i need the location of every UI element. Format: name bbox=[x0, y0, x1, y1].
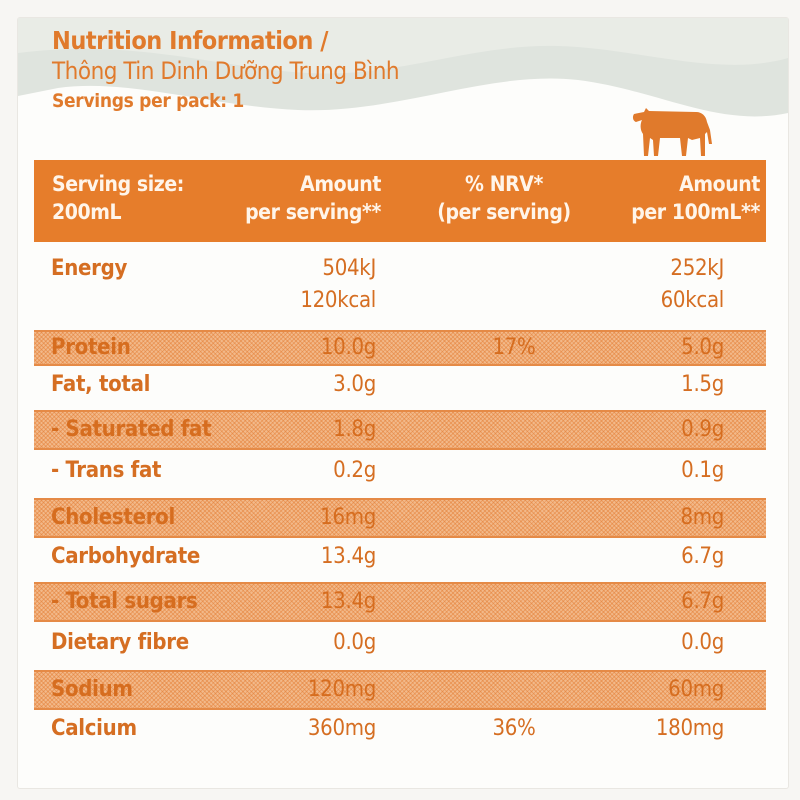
servings-per-pack: Servings per pack: 1 bbox=[52, 90, 245, 112]
per-serving-value: 0.0g bbox=[333, 630, 376, 655]
per-100ml-value: 8mg bbox=[680, 505, 724, 530]
nutrient-name: - Saturated fat bbox=[51, 417, 212, 442]
nutrient-name: Fat, total bbox=[51, 372, 151, 397]
nutrition-title: Nutrition Information / bbox=[52, 26, 328, 55]
per-100ml-value: 252kJ bbox=[670, 256, 724, 281]
per-serving-value: 13.4g bbox=[320, 589, 376, 614]
per-serving-value: 10.0g bbox=[320, 335, 376, 360]
per-serving-value-kcal: 120kcal bbox=[300, 288, 376, 313]
nutrient-name: Dietary fibre bbox=[51, 630, 189, 655]
per-100ml-value: 180mg bbox=[655, 716, 724, 741]
per-100ml-value: 0.0g bbox=[681, 630, 724, 655]
per-serving-value: 3.0g bbox=[333, 372, 376, 397]
per-100ml-value: 0.9g bbox=[681, 417, 724, 442]
nrv-header-line2: (per serving) bbox=[437, 200, 571, 224]
nutrient-name: Energy bbox=[51, 256, 128, 281]
per-100ml-value: 0.1g bbox=[681, 458, 724, 483]
nutrient-table: Energy 504kJ 120kcal 252kJ 60kcal Protei… bbox=[34, 254, 766, 754]
serving-size-label: Serving size: bbox=[52, 172, 184, 196]
table-row-dietary-fibre: Dietary fibre 0.0g 0.0g bbox=[34, 622, 766, 670]
per-serving-value: 16mg bbox=[320, 505, 376, 530]
per-100ml-value: 6.7g bbox=[681, 589, 724, 614]
table-row-fat-total: Fat, total 3.0g 1.5g bbox=[34, 366, 766, 410]
per-serving-value: 120mg bbox=[307, 677, 376, 702]
nutrient-name: Calcium bbox=[51, 716, 137, 741]
table-row-total-sugars: - Total sugars 13.4g 6.7g bbox=[34, 582, 766, 622]
per-100ml-value-kcal: 60kcal bbox=[660, 288, 725, 313]
table-row-carbohydrate: Carbohydrate 13.4g 6.7g bbox=[34, 538, 766, 582]
per-100ml-header: Amount per 100mL** bbox=[594, 170, 760, 226]
serving-size-value: 200mL bbox=[52, 200, 122, 224]
table-row-calcium: Calcium 360mg 36% 180mg bbox=[34, 710, 766, 754]
per-100ml-header-line1: Amount bbox=[679, 172, 760, 196]
nutrient-name: Cholesterol bbox=[51, 505, 175, 530]
table-header: Serving size: 200mL Amount per serving**… bbox=[34, 160, 766, 242]
vietnamese-subtitle: Thông Tin Dinh Dưỡng Trung Bình bbox=[52, 57, 400, 85]
per-serving-value: 1.8g bbox=[333, 417, 376, 442]
table-row-cholesterol: Cholesterol 16mg 8mg bbox=[34, 498, 766, 538]
per-100ml-value: 6.7g bbox=[681, 544, 724, 569]
table-row-trans-fat: - Trans fat 0.2g 0.1g bbox=[34, 450, 766, 498]
nutrient-name: Protein bbox=[51, 335, 131, 360]
per-serving-header-line2: per serving** bbox=[245, 200, 381, 224]
per-serving-value: 13.4g bbox=[320, 544, 376, 569]
per-100ml-value: 1.5g bbox=[681, 372, 724, 397]
nutrient-name: Carbohydrate bbox=[51, 544, 200, 569]
nutrient-name: Sodium bbox=[51, 677, 133, 702]
table-row-saturated-fat: - Saturated fat 1.8g 0.9g bbox=[34, 410, 766, 450]
nrv-header-line1: % NRV* bbox=[465, 172, 543, 196]
nrv-value: 36% bbox=[492, 716, 536, 741]
label-header: Nutrition Information / Thông Tin Dinh D… bbox=[52, 26, 400, 114]
nrv-header: % NRV* (per serving) bbox=[429, 170, 579, 226]
per-100ml-value: 60mg bbox=[668, 677, 724, 702]
table-row-protein: Protein 10.0g 17% 5.0g bbox=[34, 330, 766, 366]
per-serving-header-line1: Amount bbox=[300, 172, 381, 196]
decorative-wave bbox=[18, 18, 788, 117]
nutrient-name: - Trans fat bbox=[51, 458, 162, 483]
table-row-energy: Energy 504kJ 120kcal 252kJ 60kcal bbox=[34, 254, 766, 330]
per-serving-value: 504kJ bbox=[322, 256, 376, 281]
table-row-sodium: Sodium 120mg 60mg bbox=[34, 670, 766, 710]
per-serving-value: 0.2g bbox=[333, 458, 376, 483]
cow-icon bbox=[632, 108, 712, 156]
nutrient-name: - Total sugars bbox=[51, 589, 198, 614]
per-serving-value: 360mg bbox=[307, 716, 376, 741]
per-100ml-header-line2: per 100mL** bbox=[631, 200, 760, 224]
label-panel bbox=[18, 18, 788, 788]
per-100ml-value: 5.0g bbox=[681, 335, 724, 360]
serving-size-header: Serving size: 200mL bbox=[52, 170, 184, 226]
nrv-value: 17% bbox=[492, 335, 536, 360]
per-serving-header: Amount per serving** bbox=[239, 170, 381, 226]
